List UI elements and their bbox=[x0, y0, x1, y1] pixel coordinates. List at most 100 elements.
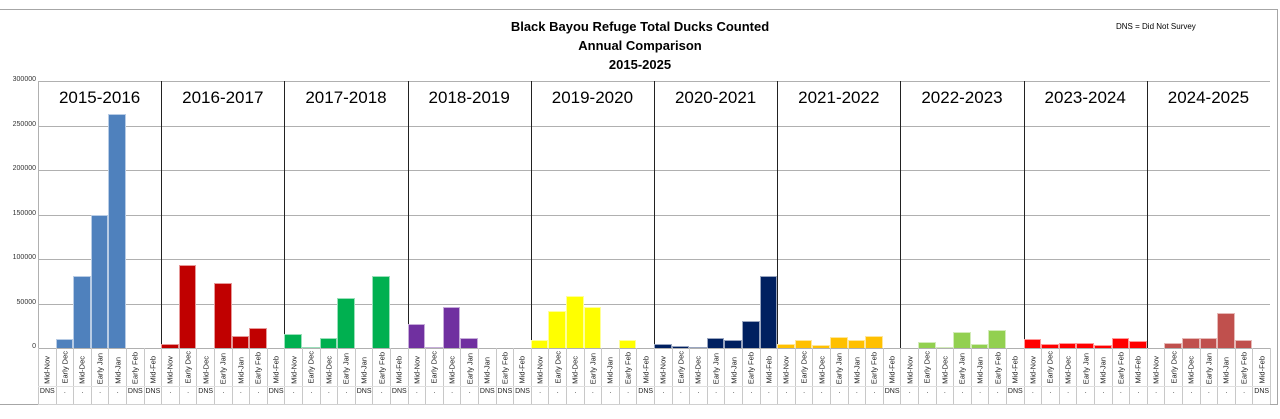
survey-flag: . bbox=[81, 388, 84, 395]
x-tick-label: Mid-Jan bbox=[236, 357, 246, 384]
bar bbox=[425, 346, 443, 348]
x-category-cell: Early Jan. bbox=[583, 348, 602, 404]
bar bbox=[1094, 344, 1112, 348]
survey-flag: DNS bbox=[497, 388, 513, 395]
bar bbox=[161, 344, 179, 348]
x-category-cell: Mid-Nov. bbox=[530, 348, 549, 404]
x-category-cell: Mid-Dec. bbox=[812, 348, 830, 404]
x-category-cell: Early Jan. bbox=[706, 348, 725, 404]
x-tick-label: Early Jan bbox=[1081, 352, 1091, 384]
survey-flag: . bbox=[1225, 388, 1228, 395]
survey-flag: . bbox=[627, 388, 630, 395]
survey-flag: . bbox=[415, 388, 418, 395]
bar bbox=[108, 113, 126, 348]
survey-flag: . bbox=[187, 388, 190, 395]
bar bbox=[759, 275, 778, 348]
survey-flag: . bbox=[1084, 388, 1087, 395]
bar bbox=[777, 343, 795, 348]
survey-flag: DNS bbox=[391, 388, 407, 395]
x-tick-label: Mid-Feb bbox=[271, 356, 281, 384]
x-category-cell: Mid-Jan DNS bbox=[478, 348, 496, 404]
survey-flag: . bbox=[908, 388, 911, 395]
bar bbox=[1076, 342, 1094, 348]
y-tick-label: 50000 bbox=[16, 298, 36, 306]
bar bbox=[319, 338, 338, 348]
x-category-cell: Mid-Feb DNS bbox=[1006, 348, 1024, 404]
x-category-cell: Mid-Feb. bbox=[759, 348, 778, 404]
season-label: 2023-2024 bbox=[1044, 88, 1126, 107]
x-tick-label: Early Jan bbox=[711, 352, 721, 384]
bar bbox=[935, 347, 954, 348]
x-tick-label: Mid-Dec bbox=[77, 356, 87, 384]
bar bbox=[918, 341, 936, 348]
x-axis-right-edge bbox=[1270, 348, 1271, 404]
survey-flag: . bbox=[257, 388, 260, 395]
survey-flag: DNS bbox=[39, 388, 55, 395]
bar bbox=[671, 345, 690, 348]
survey-flag: . bbox=[451, 388, 454, 395]
bar bbox=[654, 343, 672, 348]
x-category-cell: Mid-Feb DNS bbox=[143, 348, 162, 404]
season-divider bbox=[1146, 81, 1148, 348]
survey-flag: . bbox=[767, 388, 770, 395]
bar bbox=[1058, 343, 1077, 348]
x-tick-label: Mid-Jan bbox=[1221, 357, 1231, 384]
title-line-3: 2015-2025 bbox=[608, 57, 672, 72]
x-axis-row-separator bbox=[38, 386, 1270, 387]
x-category-cell: Mid-Dec. bbox=[689, 348, 707, 404]
x-category-cell: Mid-Dec. bbox=[319, 348, 338, 404]
x-tick-label: Early Dec bbox=[922, 351, 932, 384]
survey-flag: . bbox=[838, 388, 841, 395]
x-axis-bottom-rule bbox=[38, 404, 1270, 405]
x-category-cell: Mid-Nov. bbox=[900, 348, 918, 404]
x-category-cell: Mid-Feb DNS bbox=[882, 348, 901, 404]
bar bbox=[55, 339, 74, 348]
bar bbox=[302, 347, 320, 348]
x-tick-label: Mid-Jan bbox=[852, 357, 862, 384]
survey-flag: . bbox=[1207, 388, 1210, 395]
bar bbox=[706, 338, 725, 348]
x-tick-label: Mid-Feb bbox=[148, 356, 158, 384]
bar bbox=[337, 298, 355, 348]
x-category-cell: Mid-Dec. bbox=[1182, 348, 1200, 404]
x-category-cell: Mid-Feb DNS bbox=[266, 348, 285, 404]
dns-legend-note: DNS = Did Not Survey bbox=[1116, 22, 1196, 31]
x-tick-label: Early Jan bbox=[834, 352, 844, 384]
season-label: 2021-2022 bbox=[798, 88, 880, 107]
survey-flag: . bbox=[169, 388, 172, 395]
x-tick-label: Mid-Jan bbox=[975, 357, 985, 384]
x-category-cell: Early Feb. bbox=[618, 348, 637, 404]
x-tick-label: Early Dec bbox=[306, 351, 316, 384]
survey-flag: DNS bbox=[198, 388, 214, 395]
bar bbox=[214, 283, 232, 348]
x-category-cell: Mid-Jan DNS bbox=[354, 348, 373, 404]
season-label: 2018-2019 bbox=[428, 88, 510, 107]
bar bbox=[812, 344, 830, 348]
x-category-cell: Mid-Dec. bbox=[1058, 348, 1077, 404]
x-category-cell: Early Feb. bbox=[865, 348, 883, 404]
x-tick-label: Mid-Jan bbox=[729, 357, 739, 384]
x-category-cell: Mid-Dec. bbox=[73, 348, 91, 404]
x-tick-label: Early Dec bbox=[799, 351, 809, 384]
bar bbox=[73, 275, 91, 348]
x-category-cell: Early Jan. bbox=[1199, 348, 1218, 404]
survey-flag: . bbox=[996, 388, 999, 395]
x-category-cell: Early Jan. bbox=[1076, 348, 1094, 404]
survey-flag: . bbox=[820, 388, 823, 395]
survey-flag: . bbox=[1102, 388, 1105, 395]
x-tick-label: Early Dec bbox=[553, 351, 563, 384]
x-category-cell: Early Jan. bbox=[460, 348, 478, 404]
x-tick-label: Early Jan bbox=[95, 352, 105, 384]
survey-flag: . bbox=[63, 388, 66, 395]
x-category-cell: Early Feb. bbox=[742, 348, 760, 404]
bar bbox=[178, 265, 197, 348]
x-tick-label: Mid-Dec bbox=[693, 356, 703, 384]
bar bbox=[1111, 337, 1130, 348]
bar bbox=[742, 321, 760, 348]
bar bbox=[724, 340, 742, 348]
x-category-cell: Early Dec. bbox=[918, 348, 936, 404]
survey-flag: . bbox=[1190, 388, 1193, 395]
x-tick-label: Early Feb bbox=[746, 351, 756, 384]
x-tick-label: Mid-Nov bbox=[165, 356, 175, 384]
x-tick-label: Early Jan bbox=[218, 352, 228, 384]
